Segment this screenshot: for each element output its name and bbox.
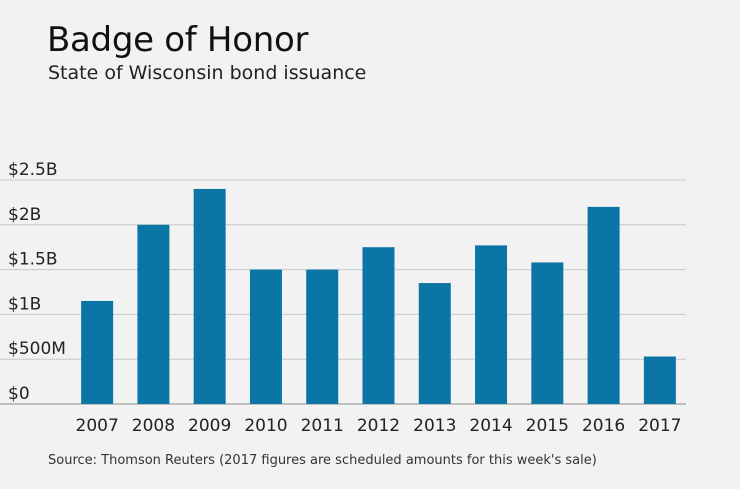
bar-2015 xyxy=(531,262,564,404)
y-tick-label: $2.5B xyxy=(8,160,58,180)
x-tick-label: 2008 xyxy=(132,416,175,436)
x-tick-label: 2007 xyxy=(76,416,119,436)
y-tick-label: $0 xyxy=(8,384,30,404)
y-tick-label: $1.5B xyxy=(8,250,58,270)
bar-2016 xyxy=(587,206,620,404)
x-tick-label: 2012 xyxy=(357,416,400,436)
y-tick-label: $2B xyxy=(8,205,41,225)
x-tick-label: 2009 xyxy=(188,416,231,436)
y-tick-label: $1B xyxy=(8,294,41,314)
chart-title: Badge of Honor xyxy=(47,20,309,60)
bar-2009 xyxy=(193,188,226,404)
x-tick-label: 2014 xyxy=(469,416,512,436)
x-tick-label: 2010 xyxy=(244,416,287,436)
bars xyxy=(81,188,676,404)
y-axis-ticks: $0 $500M $1B $1.5B $2B $2.5B xyxy=(8,160,66,404)
source-note: Source: Thomson Reuters (2017 figures ar… xyxy=(48,453,597,468)
y-tick-label: $500M xyxy=(8,339,66,359)
x-tick-label: 2017 xyxy=(638,416,681,436)
bar-2008 xyxy=(137,224,170,404)
bar-2014 xyxy=(475,245,508,404)
bar-2010 xyxy=(249,269,282,404)
x-tick-label: 2013 xyxy=(413,416,456,436)
bar-2017 xyxy=(643,356,676,404)
bar-2012 xyxy=(362,247,395,404)
bar-2013 xyxy=(418,283,451,404)
x-axis-ticks: 2007 2008 2009 2010 2011 2012 2013 2014 2015 2016… xyxy=(76,416,682,436)
bar-2007 xyxy=(81,300,114,404)
gridlines xyxy=(0,179,686,405)
x-tick-label: 2016 xyxy=(582,416,625,436)
bar-2011 xyxy=(306,269,339,404)
x-tick-label: 2011 xyxy=(301,416,344,436)
x-tick-label: 2015 xyxy=(526,416,569,436)
chart-subtitle: State of Wisconsin bond issuance xyxy=(48,62,367,84)
